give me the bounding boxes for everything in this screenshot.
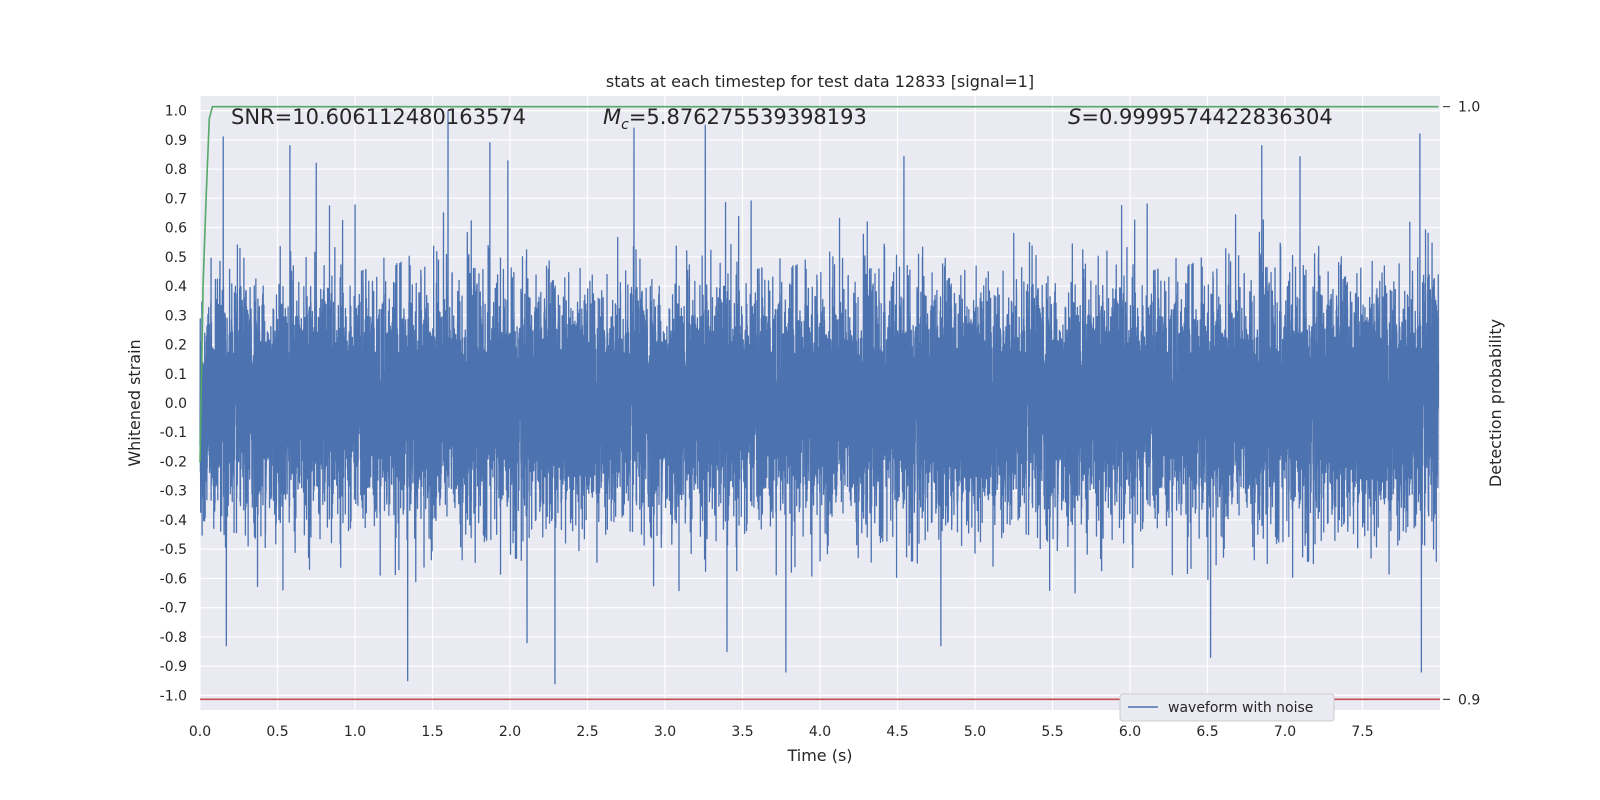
y-tick-label: -0.4 <box>160 513 187 529</box>
x-tick-labels: 0.0 0.5 1.0 1.5 2.0 2.5 3.0 3.5 4.0 4.5 5.0 5.5 6.0 6… <box>189 724 1374 740</box>
x-tick-label: 0.5 <box>266 724 288 740</box>
chirp-mass-value: =5.876275539398193 <box>629 105 867 129</box>
chart-title: stats at each timestep for test data 128… <box>606 72 1034 91</box>
right-tick-labels: 1.0 0.9 <box>1443 100 1480 708</box>
x-tick-label: 2.5 <box>576 724 598 740</box>
x-tick-label: 6.5 <box>1196 724 1218 740</box>
legend-box <box>1119 693 1335 722</box>
legend: waveform with noise <box>1119 693 1335 722</box>
x-tick-label: 0.0 <box>189 724 211 740</box>
x-axis-label: Time (s) <box>786 746 852 765</box>
snr-annotation: SNR=10.606112480163574 <box>231 105 526 129</box>
chirp-mass-annotation: Mc=5.876275539398193 <box>603 105 867 133</box>
chirp-mass-symbol: M <box>603 105 621 129</box>
s-annotation: S=0.9999574422836304 <box>1068 105 1333 129</box>
y-tick-label: 0.3 <box>165 308 187 324</box>
y-tick-label: -0.1 <box>160 425 187 441</box>
y-tick-label: 0.4 <box>165 279 187 295</box>
y-tick-label: 0.1 <box>165 367 187 383</box>
y-tick-label: 0.9 <box>165 133 187 149</box>
y-tick-label: -0.9 <box>160 659 187 675</box>
x-tick-label: 1.0 <box>344 724 366 740</box>
y-tick-label: 0.0 <box>165 396 187 412</box>
x-tick-label: 4.5 <box>886 724 908 740</box>
y-tick-labels: 1.0 0.9 0.8 0.7 0.6 0.5 0.4 0.3 0.2 0.1 0.0 -0.1 -0.… <box>160 104 187 705</box>
x-tick-label: 7.5 <box>1351 724 1373 740</box>
x-tick-label: 3.5 <box>731 724 753 740</box>
x-tick-label: 3.0 <box>654 724 676 740</box>
y-tick-label: 0.5 <box>165 250 187 266</box>
right-tick-label: 0.9 <box>1458 692 1480 708</box>
y-tick-label: -0.6 <box>160 571 187 587</box>
y-tick-label: 0.6 <box>165 221 187 237</box>
right-tick-label: 1.0 <box>1458 100 1480 116</box>
y-tick-label: -0.5 <box>160 542 187 558</box>
series-detection-probability-line <box>199 105 1439 463</box>
x-tick-label: 1.5 <box>421 724 443 740</box>
y-tick-label: 0.2 <box>165 338 187 354</box>
x-tick-label: 2.0 <box>499 724 521 740</box>
y-tick-label: -0.7 <box>160 601 187 617</box>
x-tick-label: 7.0 <box>1274 724 1296 740</box>
legend-label-waveform: waveform with noise <box>1168 700 1313 716</box>
x-tick-label: 4.0 <box>809 724 831 740</box>
x-tick-label: 6.0 <box>1119 724 1141 740</box>
s-value: =0.9999574422836304 <box>1081 105 1332 129</box>
y-tick-label: 0.8 <box>165 162 187 178</box>
s-symbol: S <box>1068 105 1081 129</box>
x-tick-label: 5.0 <box>964 724 986 740</box>
right-y-axis-label: Detection probability <box>1486 319 1505 487</box>
y-tick-label: -0.3 <box>160 484 187 500</box>
chirp-mass-subscript: c <box>621 117 629 133</box>
y-tick-label: -1.0 <box>160 688 187 704</box>
y-tick-label: 0.7 <box>165 191 187 207</box>
x-tick-label: 5.5 <box>1041 724 1063 740</box>
y-tick-label: 1.0 <box>165 104 187 120</box>
y-axis-label: Whitened strain <box>125 339 144 466</box>
y-tick-label: -0.2 <box>160 454 187 470</box>
y-tick-label: -0.8 <box>160 630 187 646</box>
series-waveform-line <box>199 109 1440 685</box>
